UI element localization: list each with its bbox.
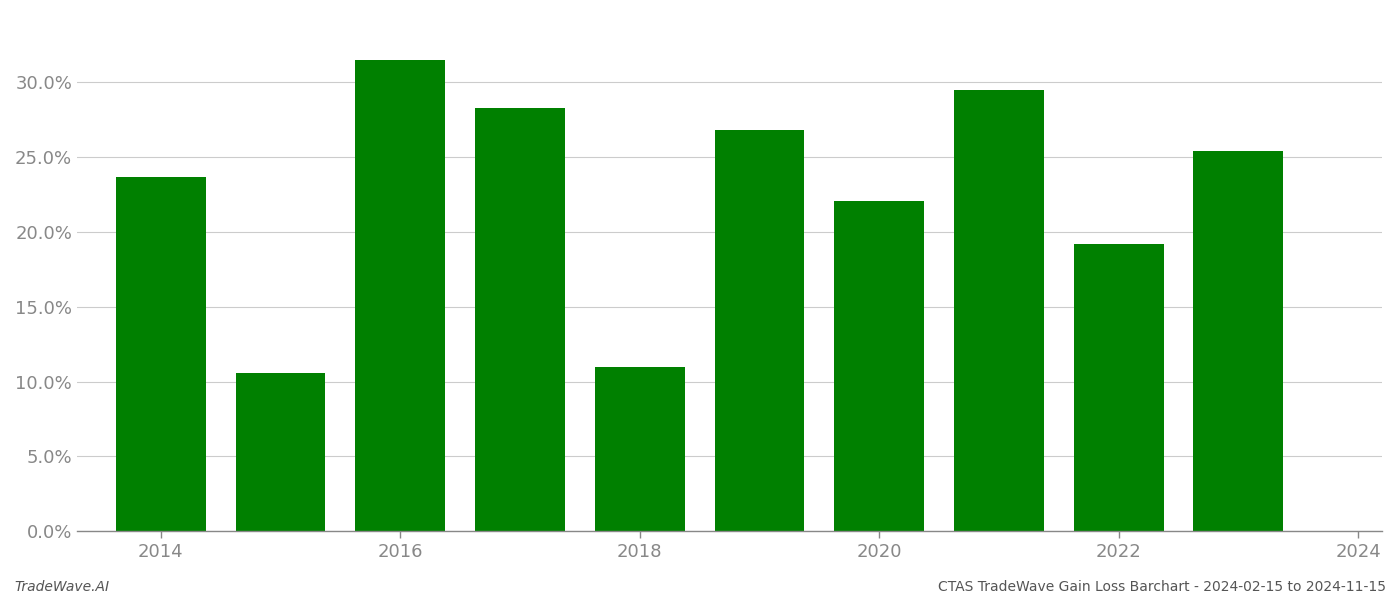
- Bar: [1193, 151, 1284, 531]
- Text: TradeWave.AI: TradeWave.AI: [14, 580, 109, 594]
- Text: CTAS TradeWave Gain Loss Barchart - 2024-02-15 to 2024-11-15: CTAS TradeWave Gain Loss Barchart - 2024…: [938, 580, 1386, 594]
- Bar: [356, 60, 445, 531]
- Bar: [595, 367, 685, 531]
- Bar: [834, 200, 924, 531]
- Bar: [953, 90, 1044, 531]
- Bar: [235, 373, 325, 531]
- Bar: [714, 130, 805, 531]
- Bar: [1074, 244, 1163, 531]
- Bar: [475, 108, 564, 531]
- Bar: [116, 176, 206, 531]
